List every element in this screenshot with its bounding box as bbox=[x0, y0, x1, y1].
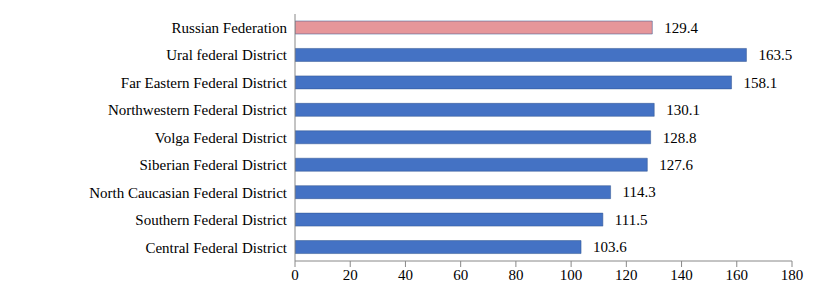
svg-text:111.5: 111.5 bbox=[615, 212, 648, 228]
svg-text:Russian Federation: Russian Federation bbox=[172, 20, 288, 36]
svg-text:20: 20 bbox=[343, 267, 358, 283]
svg-text:100: 100 bbox=[560, 267, 583, 283]
svg-text:North Caucasian Federal Distri: North Caucasian Federal District bbox=[89, 185, 288, 201]
svg-text:Volga Federal District: Volga Federal District bbox=[155, 130, 288, 146]
svg-text:129.4: 129.4 bbox=[664, 20, 698, 36]
svg-text:127.6: 127.6 bbox=[659, 157, 693, 173]
svg-text:158.1: 158.1 bbox=[744, 75, 778, 91]
svg-text:Ural federal District: Ural federal District bbox=[166, 47, 288, 63]
svg-text:40: 40 bbox=[398, 267, 413, 283]
svg-text:130.1: 130.1 bbox=[666, 102, 700, 118]
svg-text:Central Federal District: Central Federal District bbox=[145, 240, 287, 256]
svg-text:120: 120 bbox=[615, 267, 638, 283]
svg-text:60: 60 bbox=[453, 267, 468, 283]
svg-text:160: 160 bbox=[726, 267, 749, 283]
svg-text:0: 0 bbox=[291, 267, 299, 283]
svg-text:140: 140 bbox=[670, 267, 693, 283]
svg-text:114.3: 114.3 bbox=[623, 184, 656, 200]
svg-text:163.5: 163.5 bbox=[758, 47, 792, 63]
svg-text:80: 80 bbox=[508, 267, 523, 283]
svg-text:Siberian Federal District: Siberian Federal District bbox=[140, 157, 288, 173]
svg-text:103.6: 103.6 bbox=[593, 239, 627, 255]
svg-text:Northwestern Federal District: Northwestern Federal District bbox=[108, 102, 288, 118]
svg-text:Southern Federal District: Southern Federal District bbox=[135, 212, 287, 228]
svg-text:Far Eastern Federal District: Far Eastern Federal District bbox=[121, 75, 288, 91]
svg-text:128.8: 128.8 bbox=[663, 130, 697, 146]
svg-text:180: 180 bbox=[781, 267, 804, 283]
